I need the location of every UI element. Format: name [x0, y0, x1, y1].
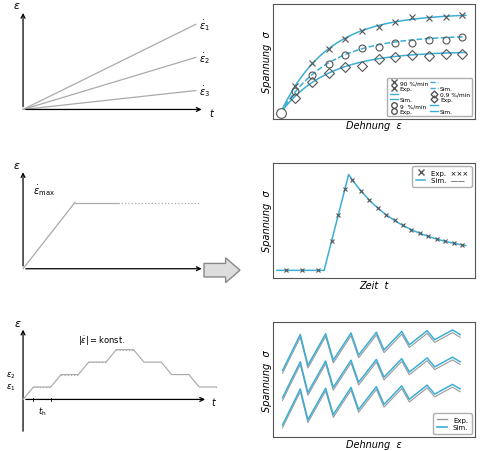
Text: $|\dot{\varepsilon}|=\mathrm{konst.}$: $|\dot{\varepsilon}|=\mathrm{konst.}$ [78, 333, 125, 347]
Text: $\dot{\varepsilon}_2$: $\dot{\varepsilon}_2$ [199, 51, 210, 66]
X-axis label: Dehnung  ε: Dehnung ε [346, 121, 402, 131]
Text: ε: ε [15, 319, 21, 329]
FancyArrow shape [204, 258, 240, 283]
Text: t: t [211, 396, 215, 407]
X-axis label: Dehnung  ε: Dehnung ε [346, 439, 402, 449]
Text: t: t [209, 268, 213, 278]
Text: ε: ε [13, 160, 19, 170]
Text: $\dot{\varepsilon}_{\mathrm{max}}$: $\dot{\varepsilon}_{\mathrm{max}}$ [34, 183, 55, 198]
Text: t: t [209, 109, 213, 119]
Text: $t_\mathrm{h}$: $t_\mathrm{h}$ [38, 405, 46, 418]
Text: ε: ε [13, 1, 19, 11]
Legend: Exp.  ×××, Sim.  ——: Exp. ×××, Sim. —— [412, 167, 472, 187]
Y-axis label: Spannung  σ: Spannung σ [262, 190, 272, 252]
Text: $\varepsilon_1$: $\varepsilon_1$ [6, 382, 16, 392]
X-axis label: Zeit  t: Zeit t [360, 280, 389, 290]
Text: $\dot{\varepsilon}_3$: $\dot{\varepsilon}_3$ [199, 84, 210, 99]
Text: $\dot{\varepsilon}_1$: $\dot{\varepsilon}_1$ [199, 18, 210, 33]
Y-axis label: Spannung  σ: Spannung σ [262, 31, 272, 93]
Legend: Exp., Sim.: Exp., Sim. [433, 414, 472, 434]
Legend: 90 %/min, Exp.,  , Sim., 9  %/min, Exp.,  , Sim., 0,9 %/min, Exp.,  , Sim.: 90 %/min, Exp., , Sim., 9 %/min, Exp., ,… [387, 79, 472, 117]
Text: $\varepsilon_2$: $\varepsilon_2$ [6, 369, 16, 380]
Y-axis label: Spannung  σ: Spannung σ [262, 349, 272, 411]
